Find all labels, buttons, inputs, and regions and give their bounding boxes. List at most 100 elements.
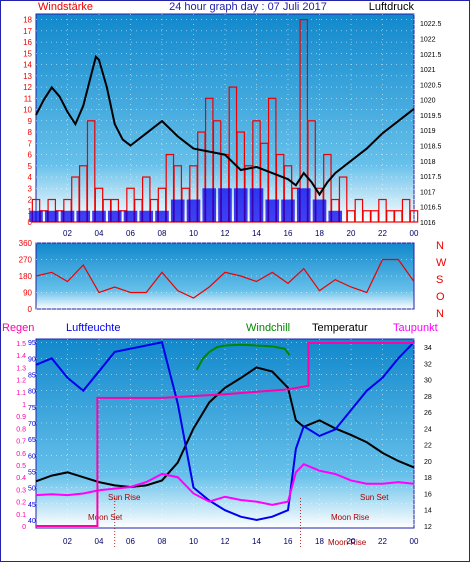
wind-tick-label: 13 — [23, 72, 32, 81]
gust-bar — [218, 188, 232, 222]
rain-tick-label: 1.3 — [16, 365, 26, 372]
data-marks — [29, 19, 419, 548]
moon-rise-label: Moon Rise — [331, 513, 370, 522]
rain-tick-label: 1.4 — [16, 353, 26, 360]
temperatur-line — [35, 366, 415, 488]
wind-tick-label: 16 — [23, 38, 32, 47]
wind-x-tick-label: 12 — [221, 229, 230, 238]
gust-bar — [249, 188, 264, 222]
gust-bar — [312, 199, 327, 222]
wind-tick-label: 3 — [28, 184, 33, 193]
chart-title: 24 hour graph day : 07 Juli 2017 — [169, 1, 327, 13]
wind-tick-label: 6 — [28, 151, 33, 160]
wind-x-tick-label: 18 — [315, 229, 324, 238]
direction-tick-label: 90 — [23, 289, 32, 298]
pressure-tick-label: 1022 — [420, 36, 436, 43]
direction-tick-label: 180 — [19, 272, 33, 281]
legend-luftfeuchte: Luftfeuchte — [66, 322, 120, 334]
wind-tick-label: 9 — [28, 117, 33, 126]
pressure-tick-label: 1016 — [420, 220, 436, 227]
windchill-line — [195, 343, 291, 371]
gust-bar — [233, 188, 248, 222]
humidity-tick-label: 45 — [28, 502, 36, 509]
wind-tick-label: 4 — [28, 173, 33, 182]
wind-bar — [307, 120, 316, 223]
wind-tick-label: 14 — [23, 61, 32, 70]
temperature-tick-label: 30 — [424, 378, 432, 385]
gust-bar — [107, 210, 122, 222]
sun-set-label: Sun Set — [360, 493, 389, 502]
temperature-x-tick-label: 04 — [95, 537, 104, 546]
temperature-tick-label: 26 — [424, 410, 432, 417]
humidity-tick-label: 60 — [28, 453, 36, 460]
pressure-tick-label: 1021.5 — [420, 52, 442, 59]
wind-tick-label: 11 — [24, 94, 33, 103]
wind-axis-label: Windstärke — [38, 1, 93, 13]
gust-bar — [155, 210, 169, 222]
humidity-tick-label: 75 — [28, 405, 36, 412]
wind-x-tick-label: 00 — [410, 229, 419, 238]
gust-bar — [44, 210, 59, 222]
wind-tick-label: 8 — [28, 128, 33, 137]
pressure-tick-label: 1017 — [420, 189, 436, 196]
moon-set-label: Moon Set — [88, 513, 123, 522]
gridlines — [36, 14, 415, 528]
humidity-tick-label: 55 — [28, 469, 36, 476]
rain-tick-label: 0.8 — [16, 426, 26, 433]
luftfeuchte-line — [35, 341, 415, 521]
pressure-tick-label: 1016.5 — [420, 205, 442, 212]
gust-bar — [76, 210, 91, 222]
compass-label: S — [436, 274, 443, 286]
rain-tick-label: 0.4 — [16, 475, 26, 482]
humidity-tick-label: 80 — [28, 389, 36, 396]
humidity-tick-label: 40 — [28, 518, 36, 525]
legend-regen: Regen — [2, 322, 34, 334]
compass-label: N — [436, 308, 444, 320]
wind-tick-label: 17 — [23, 27, 32, 36]
wind-direction-line — [35, 258, 415, 299]
temperature-tick-label: 32 — [424, 361, 432, 368]
wind-tick-label: 10 — [23, 106, 32, 115]
gust-bar — [265, 199, 280, 222]
pressure-tick-label: 1018 — [420, 159, 436, 166]
gust-bar — [92, 210, 106, 222]
legend-windchill: Windchill — [246, 322, 290, 334]
gust-bar — [296, 188, 311, 222]
pressure-tick-label: 1021 — [420, 67, 436, 74]
legend-temperatur: Temperatur — [312, 322, 368, 334]
humidity-tick-label: 95 — [28, 340, 36, 347]
wind-tick-label: 5 — [28, 162, 33, 171]
humidity-tick-label: 85 — [28, 373, 36, 380]
pressure-tick-label: 1019.5 — [420, 113, 442, 120]
compass-label: W — [436, 257, 447, 269]
temperature-x-tick-label: 16 — [284, 537, 293, 546]
wind-x-tick-label: 10 — [189, 229, 198, 238]
gust-bar — [60, 210, 75, 222]
rain-tick-label: 1.2 — [16, 378, 26, 385]
temperature-tick-label: 20 — [424, 459, 432, 466]
temperature-x-tick-label: 12 — [221, 537, 230, 546]
compass-label: O — [436, 291, 445, 303]
temperature-x-tick-label: 06 — [126, 537, 135, 546]
pressure-tick-label: 1020 — [420, 98, 436, 105]
rain-tick-label: 1.5 — [16, 341, 26, 348]
wind-x-tick-label: 16 — [284, 229, 293, 238]
humidity-tick-label: 70 — [28, 421, 36, 428]
pressure-tick-label: 1017.5 — [420, 174, 442, 181]
direction-tick-label: 360 — [19, 239, 33, 248]
wind-tick-label: 18 — [23, 16, 32, 25]
wind-tick-label: 15 — [23, 49, 32, 58]
temperature-tick-label: 14 — [424, 508, 432, 515]
gust-bar — [328, 210, 343, 222]
temperature-x-tick-label: 10 — [189, 537, 198, 546]
pressure-tick-label: 1020.5 — [420, 82, 442, 89]
compass-label: N — [436, 240, 444, 252]
temperature-x-tick-label: 18 — [315, 537, 324, 546]
temperature-x-tick-label: 08 — [158, 537, 167, 546]
temperature-tick-label: 34 — [424, 345, 432, 352]
temperature-tick-label: 24 — [424, 426, 432, 433]
humidity-tick-label: 65 — [28, 437, 36, 444]
legend-taupunkt: Taupunkt — [393, 322, 438, 334]
wind-x-tick-label: 14 — [252, 229, 261, 238]
